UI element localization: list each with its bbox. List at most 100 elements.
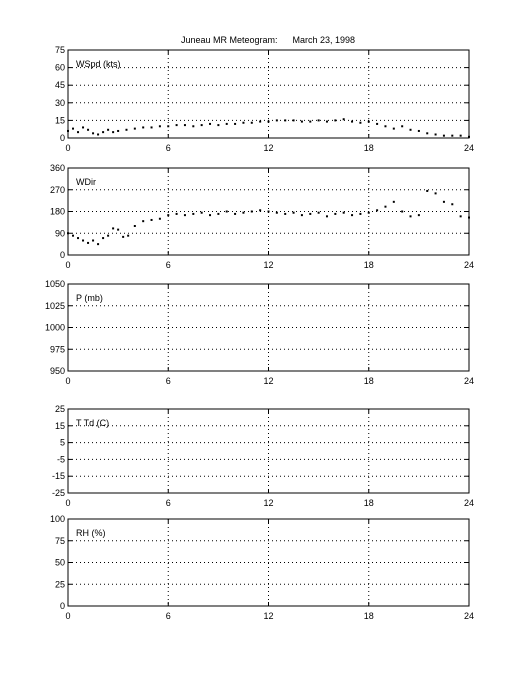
x-tick-label: 18 (364, 260, 374, 270)
data-point (175, 212, 178, 215)
x-tick-label: 18 (364, 376, 374, 386)
data-point (92, 239, 95, 242)
x-tick-label: 0 (65, 260, 70, 270)
data-point (409, 128, 412, 131)
data-point (150, 126, 153, 129)
data-point (87, 241, 90, 244)
data-point (325, 215, 328, 218)
data-point (342, 118, 345, 121)
data-point (167, 214, 170, 217)
data-point (409, 215, 412, 218)
data-point (451, 134, 454, 137)
data-point (127, 234, 130, 237)
y-tick-label: 75 (55, 45, 65, 55)
y-tick-label: 100 (50, 514, 65, 524)
data-point (359, 121, 362, 124)
y-tick-label: 50 (55, 558, 65, 568)
data-point (284, 212, 287, 215)
y-tick-label: 90 (55, 228, 65, 238)
data-point (259, 209, 262, 212)
data-point (133, 225, 136, 227)
data-point (300, 214, 303, 217)
x-tick-label: 6 (166, 260, 171, 270)
x-tick-label: 12 (263, 143, 273, 153)
data-point (242, 121, 245, 124)
data-point (192, 125, 195, 128)
data-point (292, 119, 295, 122)
data-point (309, 120, 312, 123)
x-tick-label: 18 (364, 143, 374, 153)
data-point (122, 235, 125, 238)
data-point (292, 211, 295, 214)
data-point (234, 122, 237, 125)
data-point (468, 216, 470, 219)
data-point (142, 220, 145, 223)
x-tick-label: 0 (65, 498, 70, 508)
data-point (125, 128, 128, 131)
y-tick-label: 5 (60, 438, 65, 448)
data-point (359, 212, 362, 215)
data-point (97, 133, 100, 136)
data-point (92, 132, 95, 135)
panel-5: 0 6 12 18 24 0 25 50 75 100 RH (%) (50, 514, 474, 621)
data-point (192, 212, 195, 215)
y-tick-label: -25 (52, 488, 65, 498)
y-tick-label: 0 (60, 133, 65, 143)
data-point (133, 127, 136, 130)
data-point (342, 211, 345, 214)
data-point (334, 119, 337, 122)
data-point (82, 239, 85, 242)
data-point (300, 120, 303, 123)
y-tick-label: -5 (57, 454, 65, 464)
data-point (275, 119, 278, 122)
data-point (234, 212, 237, 215)
data-point (183, 214, 186, 217)
data-point (376, 122, 379, 125)
y-tick-label: 1050 (45, 279, 65, 289)
data-point (217, 124, 220, 127)
data-point (426, 132, 429, 135)
data-point (77, 131, 80, 134)
y-tick-label: 30 (55, 98, 65, 108)
y-tick-label: 1025 (45, 301, 65, 311)
data-point (384, 125, 387, 128)
data-point (309, 212, 312, 215)
x-tick-label: 24 (464, 376, 474, 386)
x-tick-label: 0 (65, 611, 70, 621)
data-point (401, 125, 404, 128)
data-point (367, 120, 370, 123)
y-tick-label: 60 (55, 63, 65, 73)
data-point (367, 211, 370, 214)
panel-label: WSpd (kts) (76, 59, 121, 69)
data-point (158, 125, 161, 128)
y-tick-label: 25 (55, 579, 65, 589)
x-tick-label: 18 (364, 611, 374, 621)
data-point (117, 129, 120, 132)
x-tick-label: 18 (364, 498, 374, 508)
y-tick-label: 1000 (45, 323, 65, 333)
data-point (459, 215, 462, 218)
data-point (225, 210, 228, 213)
data-point (183, 124, 186, 127)
data-point (451, 203, 454, 206)
data-point (250, 121, 253, 124)
x-tick-label: 12 (263, 376, 273, 386)
x-tick-label: 0 (65, 376, 70, 386)
data-point (392, 127, 395, 130)
data-point (351, 120, 354, 123)
y-tick-label: 15 (55, 115, 65, 125)
data-point (209, 122, 212, 125)
x-tick-label: 6 (166, 611, 171, 621)
y-tick-label: 360 (50, 163, 65, 173)
x-tick-label: 12 (263, 498, 273, 508)
data-point (87, 128, 90, 131)
data-point (267, 120, 270, 123)
x-tick-label: 24 (464, 611, 474, 621)
y-tick-label: 270 (50, 185, 65, 195)
panel-2: 0 6 12 18 24 0 90 180 270 360 WDir (50, 163, 474, 270)
data-point (384, 205, 387, 208)
panel-label: RH (%) (76, 528, 106, 538)
x-tick-label: 6 (166, 143, 171, 153)
x-tick-label: 6 (166, 498, 171, 508)
